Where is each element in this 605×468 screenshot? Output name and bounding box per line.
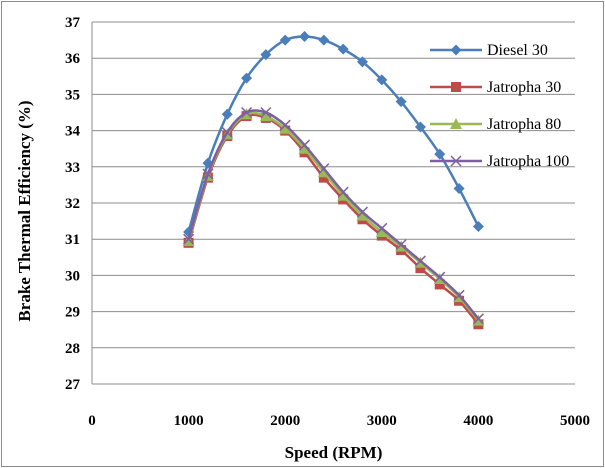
data-point-jatropha-100 <box>453 289 465 301</box>
y-tick-label: 33 <box>65 160 80 176</box>
series-line-jatropha-80 <box>187 111 480 322</box>
data-point-diesel-30 <box>434 148 446 160</box>
data-point-jatropha-100 <box>260 106 272 119</box>
data-point-jatropha-100 <box>202 168 214 180</box>
x-mark-stroke <box>356 206 369 218</box>
data-point-jatropha-100 <box>472 313 484 325</box>
legend: Diesel 30 Jatropha 30 Jatropha 80 Jatropha … <box>430 42 569 170</box>
x-mark-stroke <box>202 168 214 180</box>
y-axis-title: Brake Thermal Efficiency (%) <box>15 100 34 321</box>
x-tick-label: 4000 <box>463 413 493 429</box>
x-mark-stroke <box>279 119 291 131</box>
x-mark-stroke <box>260 106 272 119</box>
legend-marker <box>450 118 462 129</box>
data-point-diesel-30 <box>395 96 407 108</box>
legend-marker <box>451 82 461 92</box>
data-point-diesel-30 <box>299 30 311 42</box>
data-point-jatropha-80 <box>317 166 330 178</box>
data-point-diesel-30 <box>221 108 233 120</box>
data-point-jatropha-30 <box>415 263 426 274</box>
x-mark-stroke <box>183 233 195 245</box>
data-point-jatropha-80 <box>375 225 388 237</box>
x-mark-stroke <box>414 255 426 267</box>
y-tick-label: 31 <box>65 232 80 248</box>
y-tick-label: 35 <box>65 87 80 103</box>
series-line-diesel-30 <box>187 35 480 233</box>
x-mark-stroke <box>337 186 349 198</box>
legend-label: Jatropha 30 <box>487 79 561 96</box>
x-mark-stroke <box>453 289 465 301</box>
y-tick-label: 34 <box>65 124 81 140</box>
y-tick-label: 28 <box>65 341 80 357</box>
x-mark-stroke <box>450 155 462 167</box>
y-tick-label: 32 <box>65 196 80 212</box>
y-tick-label: 37 <box>65 15 81 31</box>
series-line-jatropha-100 <box>187 109 480 320</box>
x-tick-label: 5000 <box>560 413 590 429</box>
y-tick-label: 30 <box>65 268 80 284</box>
data-point-jatropha-80 <box>259 110 272 122</box>
x-tick-label: 1000 <box>174 413 204 429</box>
data-point-diesel-30 <box>356 56 368 68</box>
data-point-diesel-30 <box>337 43 349 55</box>
y-tick-label: 27 <box>65 377 81 393</box>
y-tick-labels: 27 28 29 30 31 32 33 34 35 36 37 <box>65 15 81 393</box>
legend-item-jatropha-30: Jatropha 30 <box>430 79 561 96</box>
data-point-jatropha-100 <box>376 222 388 234</box>
data-point-jatropha-100 <box>318 163 330 175</box>
legend-marker <box>450 155 462 167</box>
data-point-jatropha-30 <box>434 279 445 290</box>
data-point-jatropha-100 <box>221 126 233 138</box>
legend-label: Jatropha 80 <box>487 116 561 133</box>
data-point-jatropha-100 <box>279 119 291 131</box>
data-point-jatropha-80 <box>337 189 350 201</box>
x-tick-label: 0 <box>88 413 96 429</box>
data-point-jatropha-100 <box>414 255 426 267</box>
y-tick-label: 29 <box>65 305 80 321</box>
series-lines <box>182 30 485 330</box>
legend-label: Jatropha 100 <box>487 153 569 170</box>
x-axis-title: Speed (RPM) <box>285 443 383 462</box>
x-mark-stroke <box>318 163 330 175</box>
x-mark-stroke <box>472 313 484 325</box>
x-mark-stroke <box>221 126 233 138</box>
data-point-jatropha-80 <box>298 142 311 154</box>
y-tick-label: 36 <box>65 51 81 67</box>
data-point-jatropha-100 <box>241 106 253 119</box>
data-point-jatropha-80 <box>356 209 369 221</box>
data-point-diesel-30 <box>376 74 388 86</box>
x-tick-labels: 0 1000 2000 3000 4000 5000 <box>88 413 590 429</box>
x-mark-stroke <box>376 222 388 234</box>
data-point-diesel-30 <box>241 72 253 84</box>
data-point-jatropha-100 <box>356 206 369 218</box>
data-point-diesel-30 <box>279 34 291 46</box>
data-point-diesel-30 <box>318 34 330 46</box>
legend-marker <box>450 44 462 56</box>
data-point-jatropha-100 <box>337 186 349 198</box>
legend-label: Diesel 30 <box>487 42 548 59</box>
data-point-diesel-30 <box>414 121 426 133</box>
data-point-jatropha-80 <box>279 122 292 134</box>
data-point-jatropha-100 <box>183 233 195 245</box>
legend-item-jatropha-100: Jatropha 100 <box>430 153 569 170</box>
data-point-jatropha-100 <box>395 239 407 251</box>
data-point-jatropha-100 <box>434 271 446 283</box>
x-mark-stroke <box>434 271 446 283</box>
legend-item-diesel-30: Diesel 30 <box>430 42 548 59</box>
axes <box>91 22 575 385</box>
data-point-jatropha-30 <box>318 172 329 183</box>
x-mark-stroke <box>298 139 311 151</box>
legend-item-jatropha-80: Jatropha 80 <box>430 116 561 133</box>
gridlines <box>92 21 575 349</box>
x-mark-stroke <box>241 106 253 119</box>
x-tick-label: 2000 <box>270 413 300 429</box>
data-point-diesel-30 <box>453 183 465 195</box>
x-mark-stroke <box>395 239 407 251</box>
data-point-jatropha-100 <box>298 139 311 151</box>
data-point-diesel-30 <box>472 221 484 233</box>
x-tick-label: 3000 <box>367 413 397 429</box>
data-point-diesel-30 <box>260 49 272 61</box>
